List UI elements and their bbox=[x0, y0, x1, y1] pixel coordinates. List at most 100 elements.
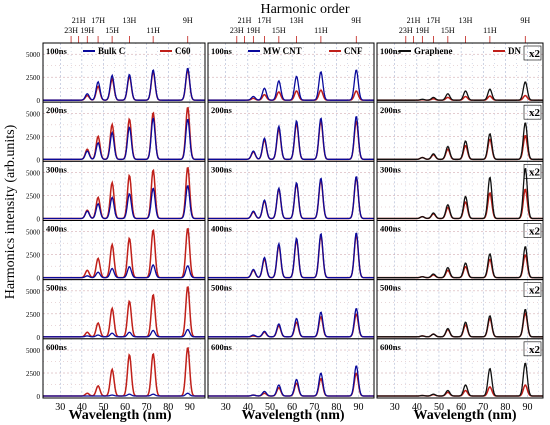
legend: Graphene DN bbox=[399, 46, 521, 56]
x-axis-label-1: Wavelength (nm) bbox=[241, 408, 344, 423]
subplot-0-4: 500ns 0 2500 5000 bbox=[26, 279, 206, 342]
legend-label-0: MW CNT bbox=[263, 46, 302, 56]
y-tick-label-2: 5000 bbox=[26, 288, 41, 296]
series-0-curve bbox=[208, 232, 374, 279]
harmonic-label-5: 13H bbox=[459, 16, 473, 25]
harmonic-label-7: 9H bbox=[520, 16, 530, 25]
legend-label-1: DN bbox=[508, 46, 521, 56]
harmonic-label-6: 11H bbox=[483, 26, 497, 35]
harmonic-label-7: 9H bbox=[351, 16, 361, 25]
subplot-bg bbox=[208, 43, 374, 103]
legend-label-0: Bulk C bbox=[98, 46, 125, 56]
harmonic-label-3: 17H bbox=[258, 16, 272, 25]
subplot-1-1: 200ns bbox=[207, 101, 375, 162]
y-tick-label-1: 2500 bbox=[26, 252, 41, 260]
subplot-0-1: 200ns 0 2500 5000 bbox=[26, 101, 206, 164]
y-tick-label-0: 0 bbox=[37, 393, 41, 401]
subplot-2-1: 200ns x2 bbox=[376, 101, 544, 162]
series-0-curve bbox=[43, 264, 205, 279]
subplot-frame bbox=[207, 338, 375, 399]
series-0-curve bbox=[208, 365, 374, 397]
y-axis-label: Harmonics intensity (arb.units) bbox=[3, 124, 18, 299]
x-tick-label-6: 90 bbox=[185, 402, 195, 413]
y-tick-label-0: 0 bbox=[37, 156, 41, 164]
subplot-0-0: 100ns 0 2500 5000 Bulk C C60 bbox=[26, 42, 206, 105]
y-tick-label-2: 5000 bbox=[26, 51, 41, 59]
scale-box bbox=[523, 223, 542, 238]
series-0-curve bbox=[377, 122, 543, 160]
subplot-bg bbox=[377, 279, 543, 339]
delay-label: 100ns bbox=[380, 46, 401, 56]
scale-label: x2 bbox=[529, 285, 541, 297]
y-tick-label-2: 5000 bbox=[26, 229, 41, 237]
x-tick-label-5: 80 bbox=[331, 402, 341, 413]
harmonic-label-4: 15H bbox=[272, 26, 286, 35]
scale-box bbox=[523, 45, 542, 61]
y-tick-label-2: 5000 bbox=[26, 347, 41, 355]
subplot-0-5: 600ns 0 2500 5000 bbox=[26, 338, 206, 401]
scale-label: x2 bbox=[529, 344, 541, 356]
y-tick-label-1: 2500 bbox=[26, 370, 41, 378]
scale-label: x2 bbox=[529, 226, 541, 238]
x-tick-label-4: 70 bbox=[478, 402, 488, 413]
subplot-bg bbox=[208, 102, 374, 162]
harmonic-label-1: 21H bbox=[238, 16, 252, 25]
y-tick-label-0: 0 bbox=[37, 334, 41, 342]
subplot-bg bbox=[377, 338, 543, 398]
series-0-curve bbox=[208, 69, 374, 101]
x-tick-label-6: 90 bbox=[354, 402, 364, 413]
subplot-bg bbox=[377, 220, 543, 280]
harmonic-label-2: 19H bbox=[80, 26, 94, 35]
harmonic-label-0: 23H bbox=[230, 26, 244, 35]
harmonic-label-7: 9H bbox=[183, 16, 193, 25]
harmonic-label-4: 15H bbox=[441, 26, 455, 35]
y-tick-label-0: 0 bbox=[37, 275, 41, 283]
subplot-1-5: 600ns bbox=[207, 338, 375, 399]
delay-label: 200ns bbox=[380, 105, 401, 115]
delay-label: 400ns bbox=[46, 224, 67, 234]
subplot-bg bbox=[43, 279, 205, 339]
scale-box bbox=[523, 341, 542, 357]
subplot-2-0: 100ns x2 Graphene DN bbox=[376, 42, 544, 103]
y-tick-label-1: 2500 bbox=[26, 74, 41, 82]
series-0-curve bbox=[208, 308, 374, 338]
delay-label: 200ns bbox=[211, 105, 232, 115]
subplot-0-3: 400ns 0 2500 5000 bbox=[26, 220, 206, 283]
harmonic-label-1: 21H bbox=[72, 16, 86, 25]
subplot-0-2: 300ns 0 2500 5000 bbox=[26, 160, 206, 224]
y-tick-label-1: 2500 bbox=[26, 311, 41, 319]
harmonic-label-5: 13H bbox=[123, 16, 137, 25]
y-tick-label-2: 5000 bbox=[26, 110, 41, 118]
subplot-bg bbox=[377, 161, 543, 221]
scale-box bbox=[523, 282, 542, 297]
delay-label: 500ns bbox=[46, 283, 67, 293]
x-tick-label-1: 40 bbox=[412, 402, 422, 413]
delay-label: 300ns bbox=[46, 164, 67, 174]
harmonic-label-5: 13H bbox=[290, 16, 304, 25]
delay-label: 400ns bbox=[211, 224, 232, 234]
series-0-curve bbox=[208, 115, 374, 160]
subplot-bg bbox=[43, 338, 205, 398]
x-tick-label-3: 60 bbox=[456, 402, 466, 413]
x-tick-label-6: 90 bbox=[523, 402, 533, 413]
x-tick-label-2: 50 bbox=[434, 402, 444, 413]
subplot-bg bbox=[43, 161, 205, 221]
series-0-curve bbox=[377, 246, 543, 279]
series-0-curve bbox=[43, 117, 205, 160]
subplot-1-2: 300ns bbox=[207, 160, 375, 221]
subplot-2-3: 400ns x2 bbox=[376, 220, 544, 281]
delay-label: 600ns bbox=[380, 342, 401, 352]
harmonic-label-2: 19H bbox=[246, 26, 260, 35]
legend-label-0: Graphene bbox=[414, 46, 453, 56]
subplot-bg bbox=[43, 102, 205, 162]
scale-box bbox=[523, 164, 542, 179]
delay-label: 300ns bbox=[380, 164, 401, 174]
x-tick-label-4: 70 bbox=[142, 402, 152, 413]
harmonic-label-0: 23H bbox=[64, 26, 78, 35]
delay-label: 100ns bbox=[211, 46, 232, 56]
x-tick-label-0: 30 bbox=[55, 402, 65, 413]
delay-label: 300ns bbox=[211, 164, 232, 174]
